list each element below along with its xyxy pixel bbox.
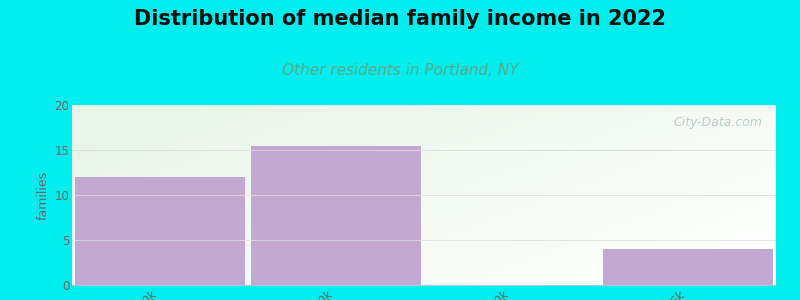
Bar <box>74 177 246 285</box>
Bar <box>602 249 774 285</box>
Bar <box>250 146 422 285</box>
Text: Distribution of median family income in 2022: Distribution of median family income in … <box>134 9 666 29</box>
Text: Other residents in Portland, NY: Other residents in Portland, NY <box>282 63 518 78</box>
Y-axis label: families: families <box>37 170 50 220</box>
Text: City-Data.com: City-Data.com <box>673 116 762 129</box>
